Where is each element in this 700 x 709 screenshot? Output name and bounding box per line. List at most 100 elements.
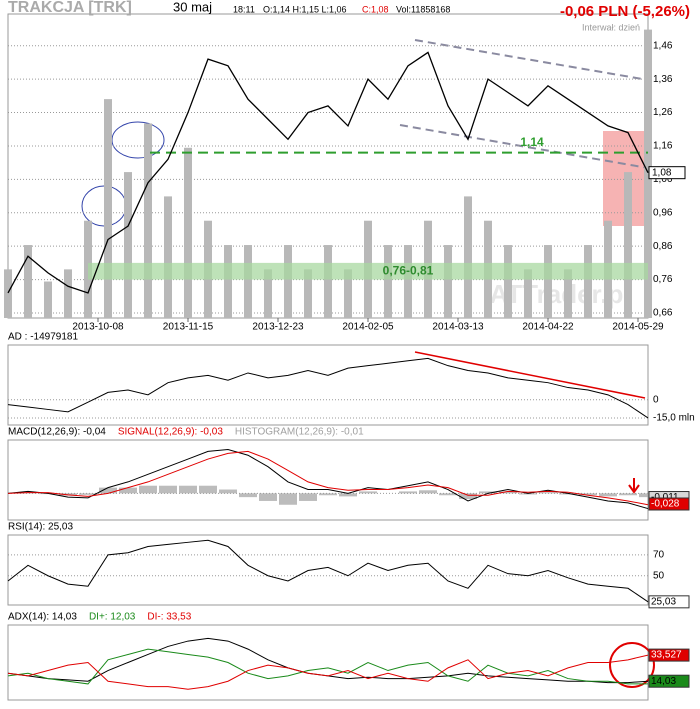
- x-tick-label: 2013-12-23: [252, 322, 304, 333]
- volume-bar: [644, 29, 652, 319]
- x-tick-label: 2014-05-29: [612, 322, 664, 333]
- volume-bar: [524, 269, 532, 318]
- end-label: 14,03: [651, 676, 676, 687]
- rsi-panel: [7, 534, 649, 606]
- histogram-bar: [139, 485, 157, 494]
- macd-panel: [7, 439, 649, 521]
- end-label: 25,03: [651, 596, 676, 607]
- change: -0,06 PLN (-5,26%): [560, 3, 690, 20]
- end-label-box: [648, 497, 690, 511]
- histogram-bar: [339, 493, 357, 497]
- histogram-bar: [179, 485, 197, 494]
- histogram-bar: [119, 487, 137, 494]
- x-tick-label: 2014-02-05: [342, 322, 394, 333]
- volume-bar: [284, 245, 292, 318]
- end-label-box: [648, 674, 690, 688]
- histogram-bar: [319, 493, 337, 496]
- histogram-bar: [79, 493, 97, 495]
- volume-bar: [344, 269, 352, 318]
- y-tick-label: 1,46: [653, 40, 673, 51]
- histogram-bar: [359, 491, 377, 494]
- histogram-bar: [239, 493, 257, 498]
- x-tick-label: 2014-04-22: [522, 322, 574, 333]
- x-tick-label: 2014-03-13: [432, 322, 484, 333]
- y-tick-label: 0,66: [653, 308, 673, 319]
- y-tick-label: 1,36: [653, 74, 673, 85]
- legend-entry: RSI(14): 25,03: [8, 522, 73, 533]
- volume-bar: [244, 245, 252, 318]
- end-label-box: [648, 595, 690, 609]
- y-tick-label: 50: [653, 570, 665, 581]
- price-line: [7, 654, 649, 690]
- legend-entry: SIGNAL(12,26,9): -0,03: [118, 427, 223, 438]
- volume-bar: [304, 269, 312, 318]
- histogram-bar: [299, 493, 317, 501]
- histogram-bar: [619, 493, 637, 496]
- volume-bar: [184, 147, 192, 318]
- volume-bar: [124, 172, 132, 318]
- volume-bar: [444, 245, 452, 318]
- support-band: [88, 262, 648, 280]
- volume-bar: [464, 196, 472, 318]
- volume-bar: [544, 245, 552, 318]
- level-label: 1,14: [520, 135, 544, 149]
- close: C:1,08: [362, 4, 389, 14]
- y-tick-label: 0,76: [653, 274, 673, 285]
- price-line: [7, 539, 649, 603]
- volume-bar: [164, 196, 172, 318]
- price-line: [7, 449, 649, 510]
- price-line: [7, 648, 649, 685]
- x-tick-label: 2013-10-08: [72, 322, 124, 333]
- histogram-bar: [479, 491, 497, 494]
- volume-bar: [104, 99, 112, 319]
- interval: Interwał: dzień: [582, 22, 640, 32]
- legend-entry: AD : -14979181: [8, 332, 78, 343]
- date: 30 maj: [173, 0, 212, 14]
- y-tick-label: 70: [653, 549, 665, 560]
- ticker: TRAKCJA [TRK]: [8, 0, 132, 16]
- price-line: [7, 357, 649, 419]
- legend-entry: DI+: 12,03: [89, 612, 136, 623]
- last-price-box: [648, 166, 686, 180]
- trend-line: [414, 39, 649, 81]
- volume-bar: [224, 245, 232, 318]
- volume-bar: [144, 123, 152, 318]
- histogram-bar: [539, 492, 557, 494]
- histogram-bar: [559, 493, 577, 495]
- end-label-box: [648, 648, 690, 662]
- y-tick-label: 1,16: [653, 141, 673, 152]
- time: 18:11: [233, 4, 255, 14]
- legend-entry: ADX(14): 14,03: [8, 612, 77, 623]
- y-tick-label: -15,0 mln: [653, 413, 695, 424]
- volume-bar: [24, 245, 32, 318]
- y-tick-label: 0,86: [653, 241, 673, 252]
- volume-bar: [584, 245, 592, 318]
- y-tick-label: 0: [653, 394, 659, 405]
- volume-text: Vol:11858168: [396, 4, 450, 14]
- histogram-bar: [439, 493, 457, 496]
- trend-line: [399, 124, 649, 169]
- y-tick-label: 1,06: [653, 174, 673, 185]
- volume-bar: [64, 269, 72, 318]
- circle-mark: [609, 642, 655, 688]
- legend-entry: HISTOGRAM(12,26,9): -0,01: [235, 427, 364, 438]
- volume-bar: [4, 269, 12, 318]
- histogram-bar: [519, 493, 537, 495]
- band-label: 0,76-0,81: [383, 263, 434, 277]
- histogram-bar: [159, 485, 177, 494]
- volume-bar: [564, 269, 572, 318]
- volume-bar: [384, 245, 392, 318]
- volume-bar: [324, 245, 332, 318]
- histogram-bar: [199, 485, 217, 494]
- histogram-bar: [639, 493, 657, 498]
- volume-bar: [44, 281, 52, 318]
- histogram-bar: [599, 493, 617, 497]
- legend-entry: MACD(12,26,9): -0,04: [8, 427, 106, 438]
- adx-panel: [7, 624, 649, 701]
- volume-bar: [624, 172, 632, 318]
- histogram-bar: [399, 491, 417, 494]
- histogram-bar: [499, 491, 517, 494]
- histogram-bar: [419, 490, 437, 494]
- end-label: 33,527: [651, 650, 682, 661]
